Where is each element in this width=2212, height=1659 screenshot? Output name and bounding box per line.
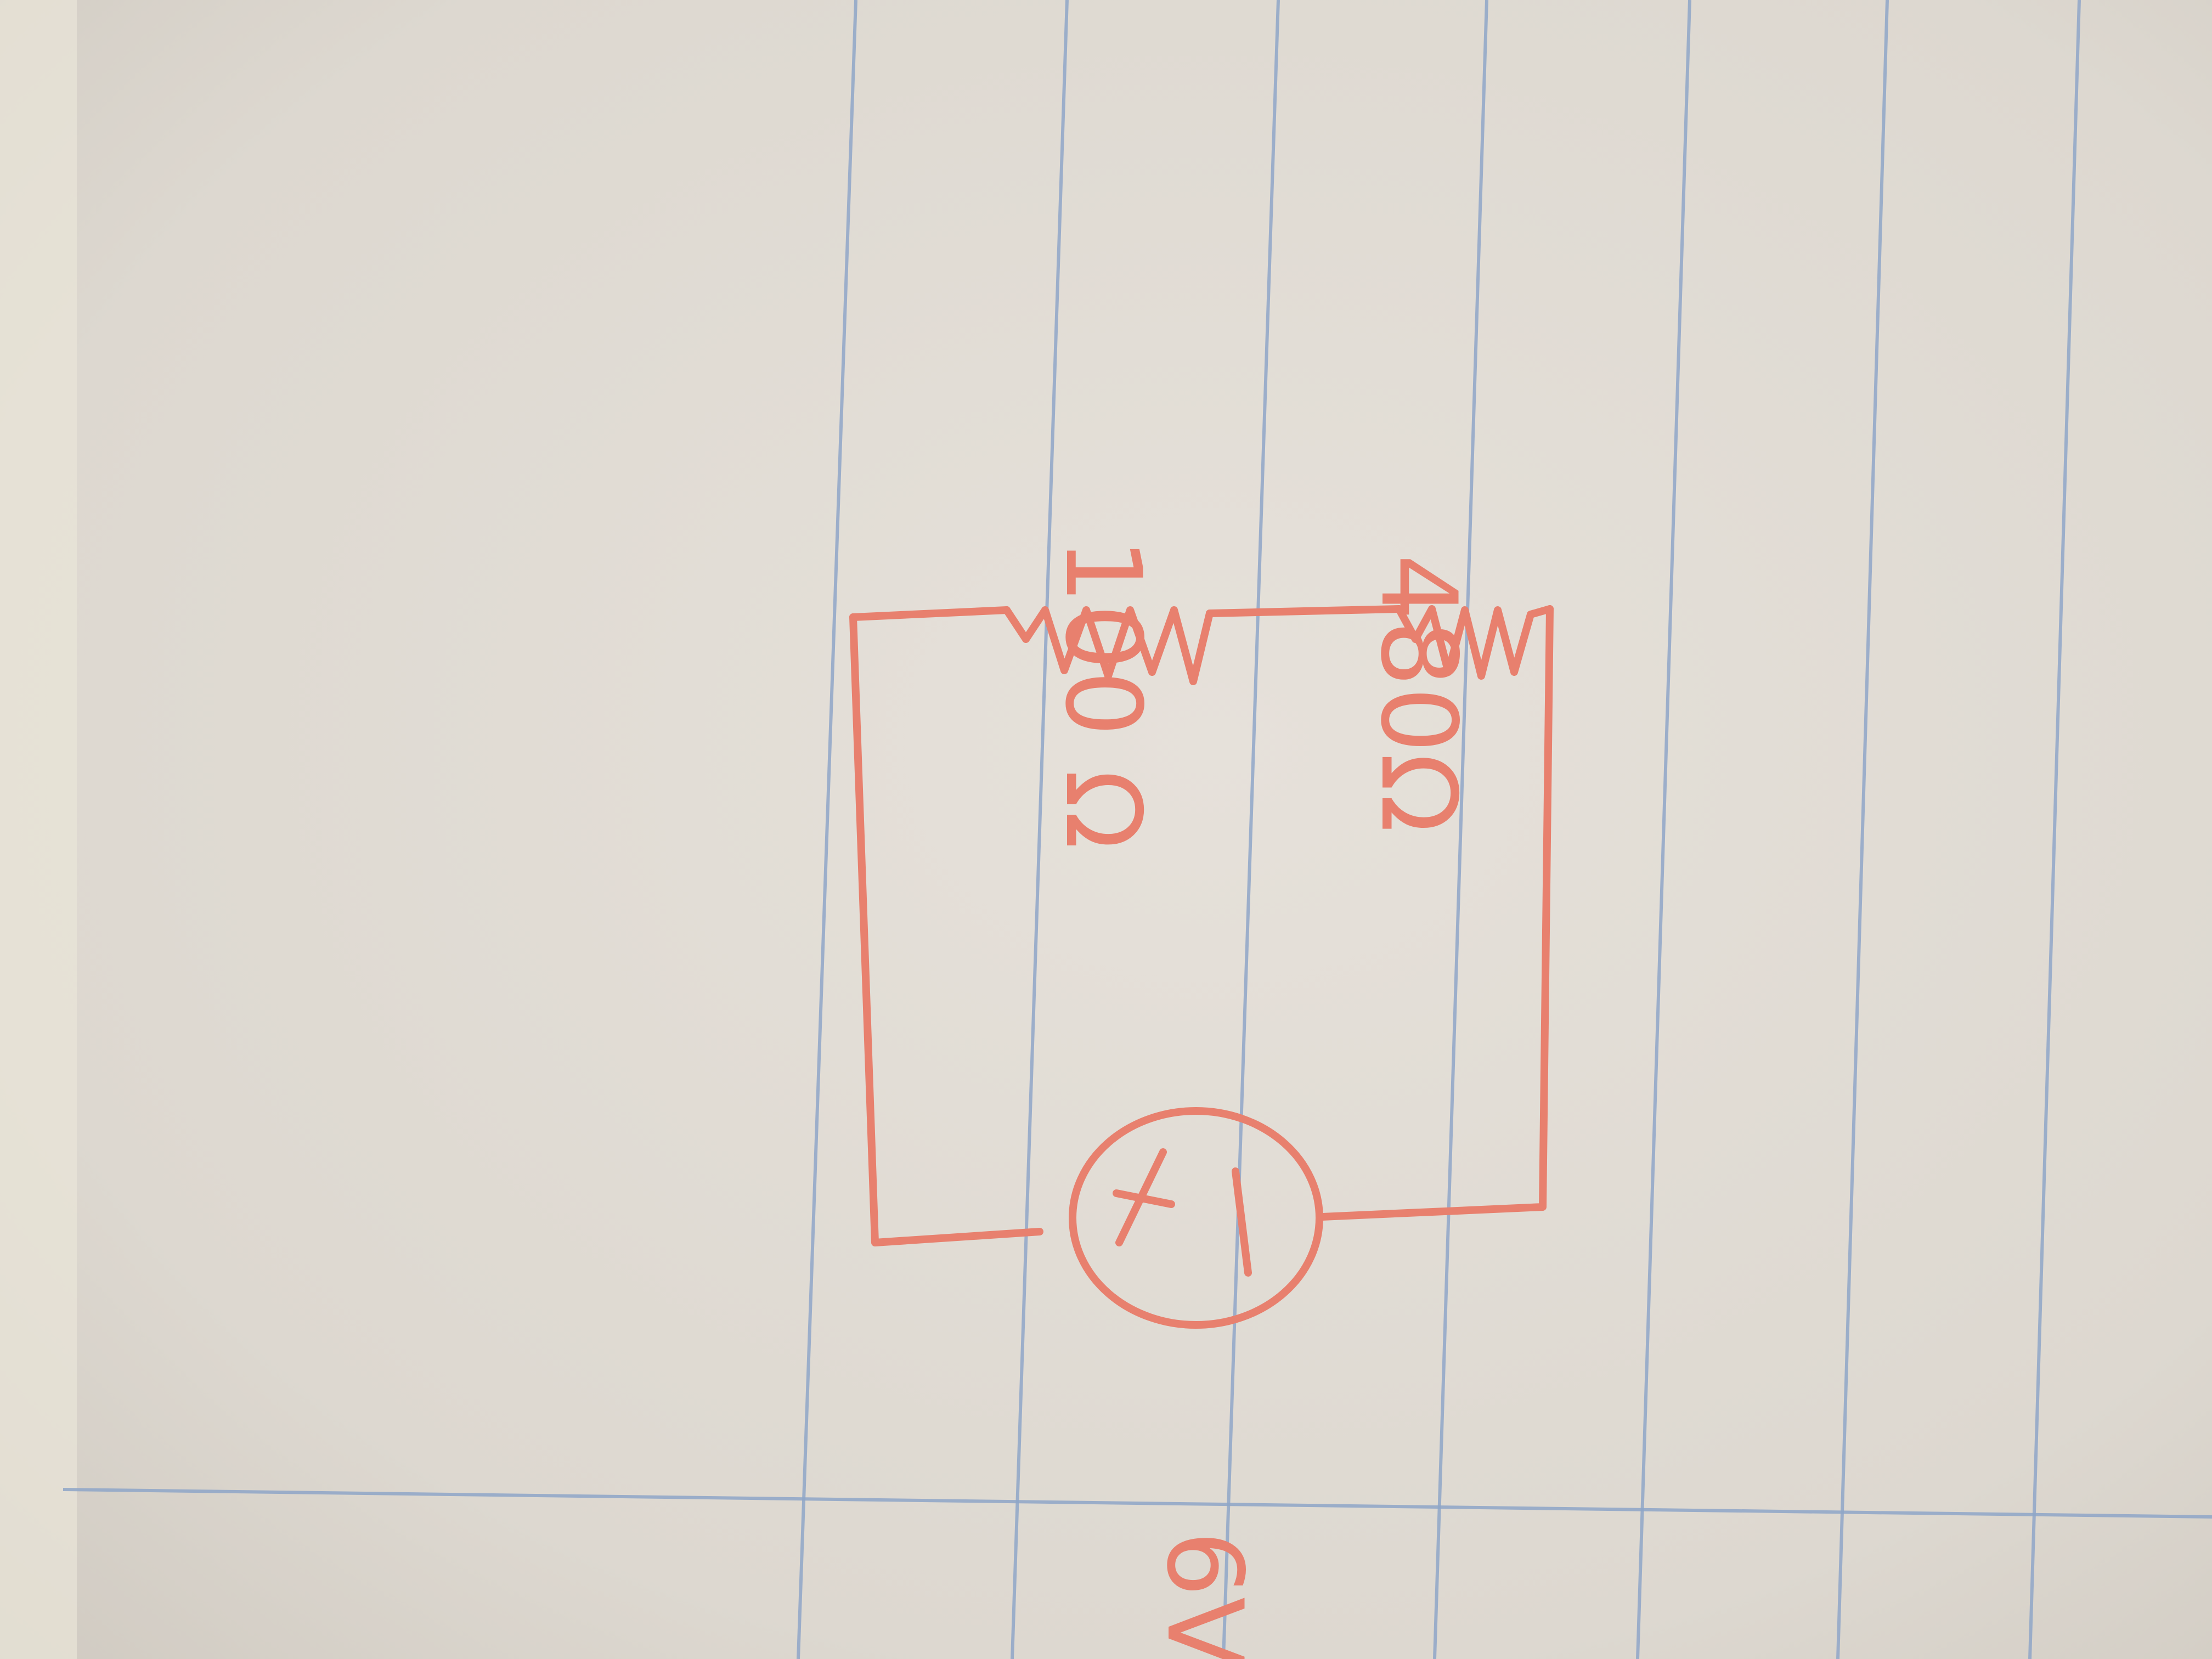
rule-line [1222,0,1280,1659]
circuit [849,605,1554,1329]
wire-top-left [849,606,1011,621]
rule-line [797,0,857,1659]
rule-line [1636,0,1691,1659]
rule-line [1433,0,1488,1659]
wire-right [1318,605,1554,1221]
wire-top-middle [1206,605,1403,617]
minus-sign [1232,1167,1252,1277]
rule-line [1011,0,1069,1659]
rule-line [2028,0,2081,1659]
rule-line [1836,0,1889,1659]
resistor-2-zigzag [1395,605,1554,680]
margin-line [63,1488,2212,1519]
resistor-1-label: 100 Ω [1042,538,1164,849]
voltage-source-circle [1069,1107,1323,1329]
voltage-source-label: 6V [1144,1531,1265,1659]
resistor-2-label: 480Ω [1358,554,1479,833]
wire-left [849,613,1043,1246]
page-edge-shadow [0,0,77,1659]
ruled-lines [797,0,2081,1659]
plus-sign [1113,1148,1175,1246]
resistor-1-zigzag [1003,606,1214,685]
